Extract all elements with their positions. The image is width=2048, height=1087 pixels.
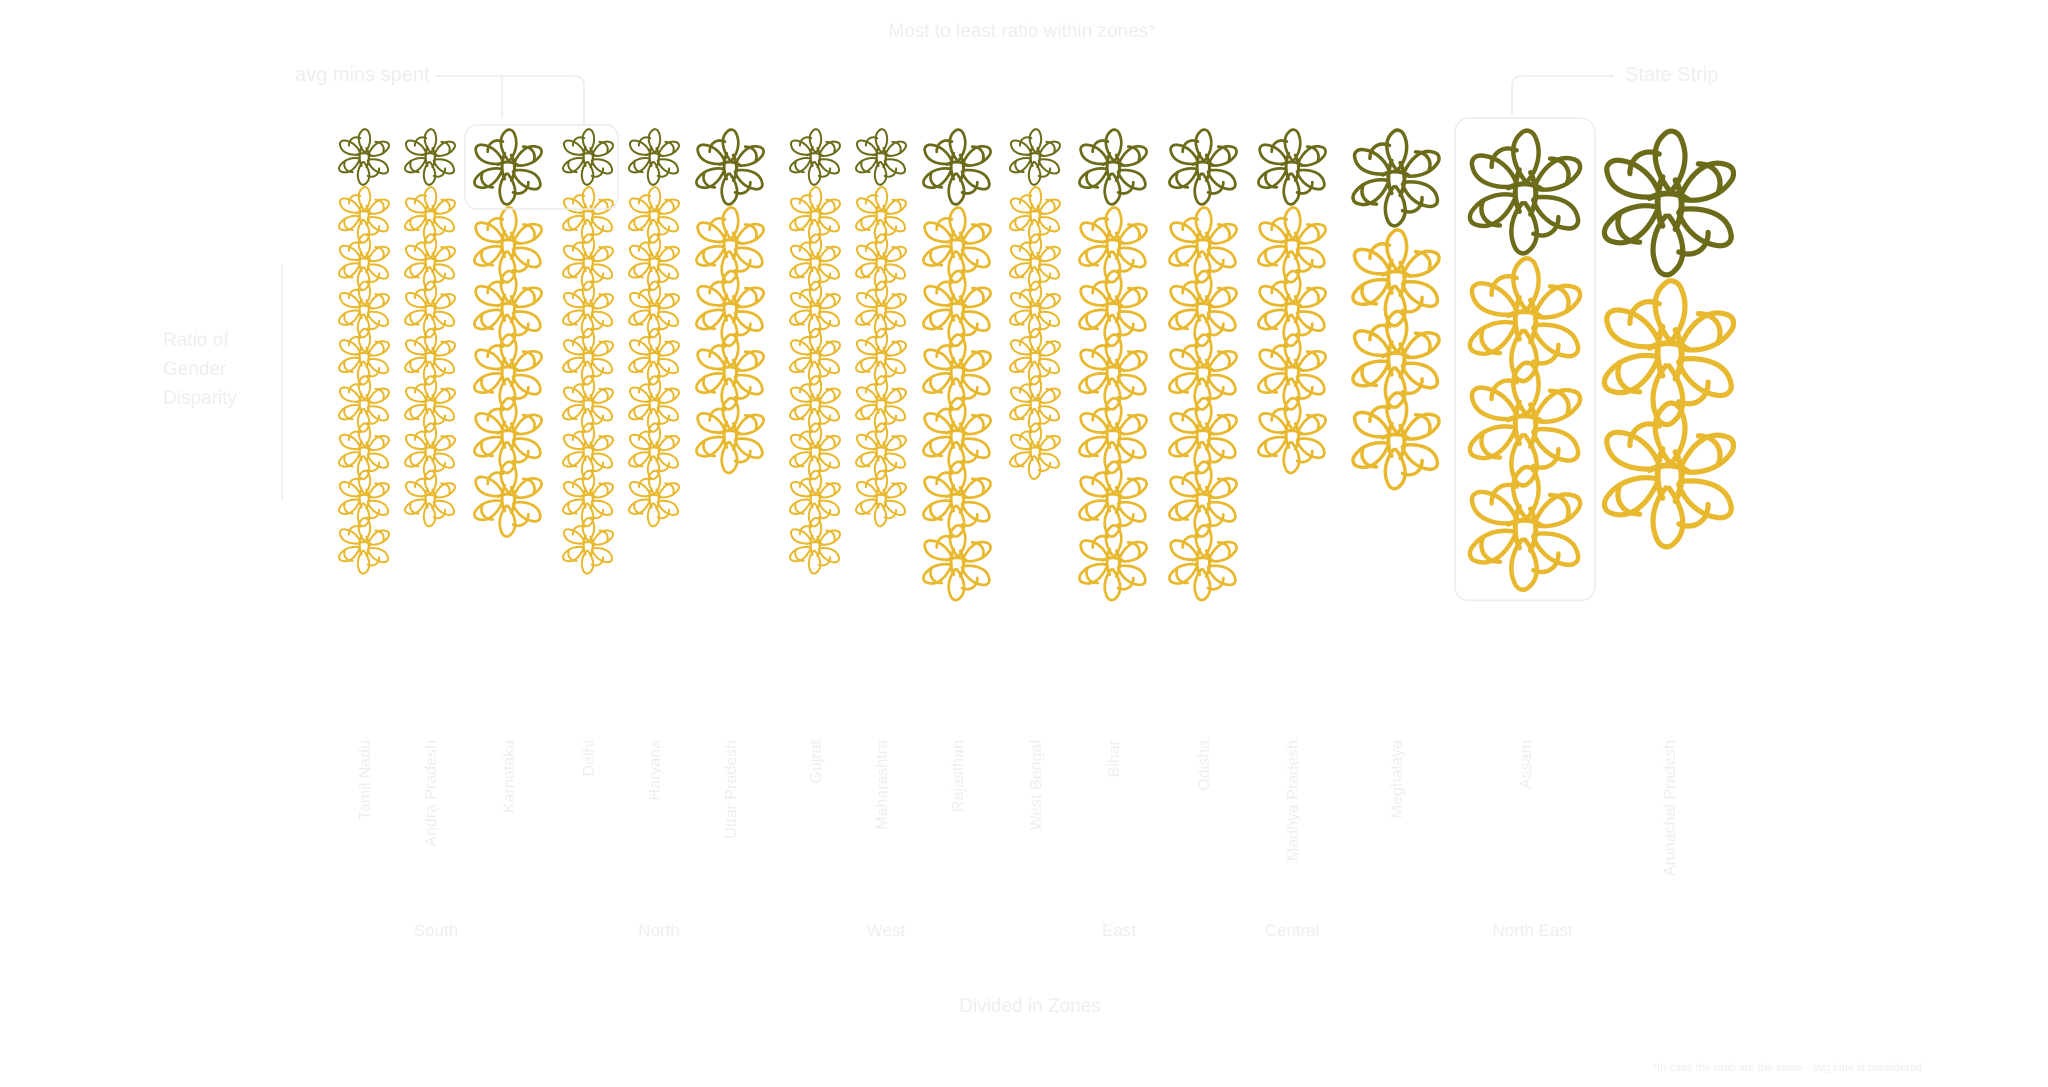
state-label-11: Bihar	[1106, 739, 1123, 777]
state-strip-callout-line	[1511, 75, 1614, 115]
state-label-6: Uttar Pradesh	[723, 740, 740, 839]
avg-mins-mark-5	[625, 128, 683, 186]
zone-labels: South North West East Central North East	[414, 921, 1573, 940]
avg-mins-mark-2	[401, 128, 459, 186]
state-label-3: Karnataka	[501, 740, 518, 813]
state-label-16: Arunachal Pradesh	[1662, 740, 1679, 876]
state-label-14: Meghalaya	[1389, 740, 1406, 818]
state-labels: Tamil Nadu Andra Pradesh Karnataka Delhi Har…	[357, 739, 1679, 876]
avg-mins-mark-8	[852, 128, 910, 186]
avg-mins-mark-13	[1253, 128, 1331, 206]
y-axis-label: Ratio of Gender Disparity	[163, 330, 237, 409]
state-label-4: Delhi	[581, 740, 598, 776]
avg-mins-mark-1	[335, 128, 393, 186]
state-label-15: Assam	[1518, 740, 1535, 789]
x-axis-label: Divided in Zones	[959, 996, 1101, 1017]
state-label-12: Odisha	[1196, 740, 1213, 791]
avg-mins-callout-line	[435, 75, 585, 125]
state-label-2: Andra Pradesh	[423, 740, 440, 847]
avg-mins-mark-12	[1164, 128, 1242, 206]
state-label-10: West Bengal	[1028, 740, 1045, 830]
avg-mins-mark-6	[691, 128, 769, 206]
state-label-8: Maharashtra	[874, 740, 891, 830]
state-label-7: Gujrat	[808, 739, 825, 783]
zone-label-1: South	[414, 921, 458, 940]
zone-label-2: North	[638, 921, 680, 940]
state-label-5: Haryana	[647, 740, 664, 801]
state-label-9: Rajasthan	[950, 740, 967, 812]
avg-mins-mark-11	[1074, 128, 1152, 206]
avg-mins-mark-16	[1599, 131, 1739, 275]
avg-mins-mark-10	[1006, 128, 1064, 186]
state-strip-annotation: State Strip	[1625, 64, 1718, 86]
state-label-13: Madhya Pradesh	[1285, 740, 1302, 861]
avg-mins-mark-9	[918, 128, 996, 206]
avg-mins-mark-14	[1347, 128, 1445, 228]
avg-mins-mark-3	[469, 128, 547, 206]
zone-label-5: Central	[1265, 921, 1320, 940]
footnote: *In case the ratio are the same - avg ti…	[1653, 1062, 1922, 1074]
avg-mins-mark-4	[559, 128, 617, 186]
chart-title: Most to least ratio within zones*	[888, 21, 1156, 42]
zone-label-6: North East	[1492, 921, 1573, 940]
avg-mins-annotation: avg mins spent	[295, 64, 430, 86]
state-label-1: Tamil Nadu	[357, 740, 374, 820]
chart-marks	[335, 117, 1739, 602]
state-strip-highlight-box	[1454, 117, 1596, 602]
avg-mins-mark-15	[1465, 131, 1585, 254]
avg-mins-mark-7	[786, 128, 844, 186]
zone-label-3: West	[867, 921, 906, 940]
avg-mins-highlight-box	[464, 124, 619, 210]
zone-label-4: East	[1102, 921, 1136, 940]
